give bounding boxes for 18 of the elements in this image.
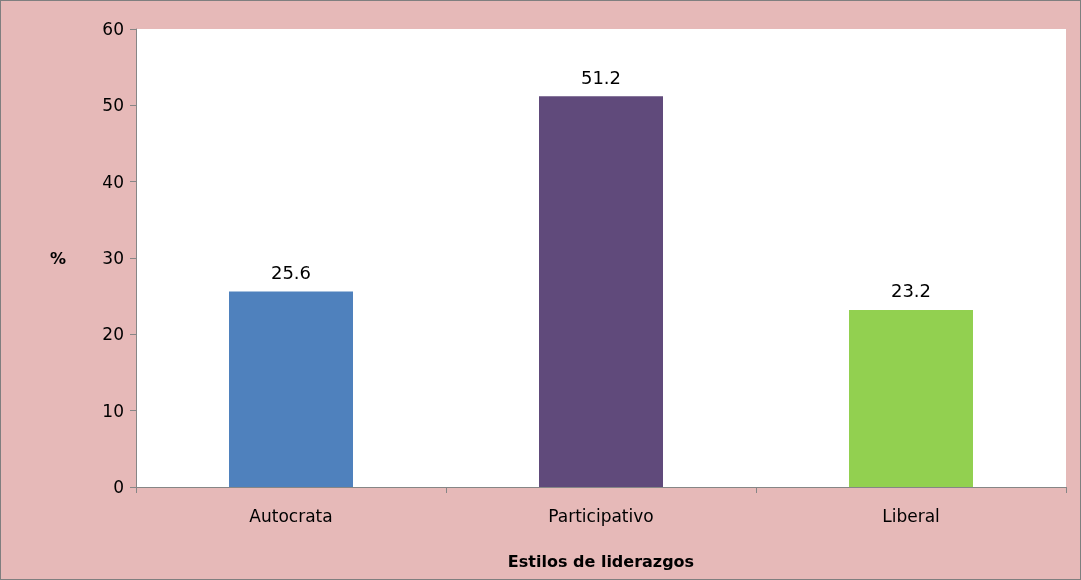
y-tick-label: 0 xyxy=(113,477,124,497)
y-tick-label: 40 xyxy=(102,171,124,192)
y-tick-label: 20 xyxy=(102,324,124,345)
data-label: 51.2 xyxy=(580,66,622,88)
x-tick-label: Autocrata xyxy=(249,505,333,526)
y-tick-label: 60 xyxy=(102,19,124,39)
bar xyxy=(539,96,663,487)
y-tick-label: 30 xyxy=(102,248,124,268)
bar xyxy=(849,309,973,487)
y-axis-title: % xyxy=(49,248,66,268)
x-tick-label: Liberal xyxy=(882,505,940,526)
y-tick-label: 10 xyxy=(102,400,124,421)
y-tick-label: 50 xyxy=(102,95,124,116)
data-label: 23.2 xyxy=(890,280,932,302)
bar xyxy=(229,291,353,487)
data-label: 25.6 xyxy=(270,262,312,284)
x-axis-title: Estilos de liderazgos xyxy=(507,551,695,571)
x-tick-label: Participativo xyxy=(548,505,654,526)
